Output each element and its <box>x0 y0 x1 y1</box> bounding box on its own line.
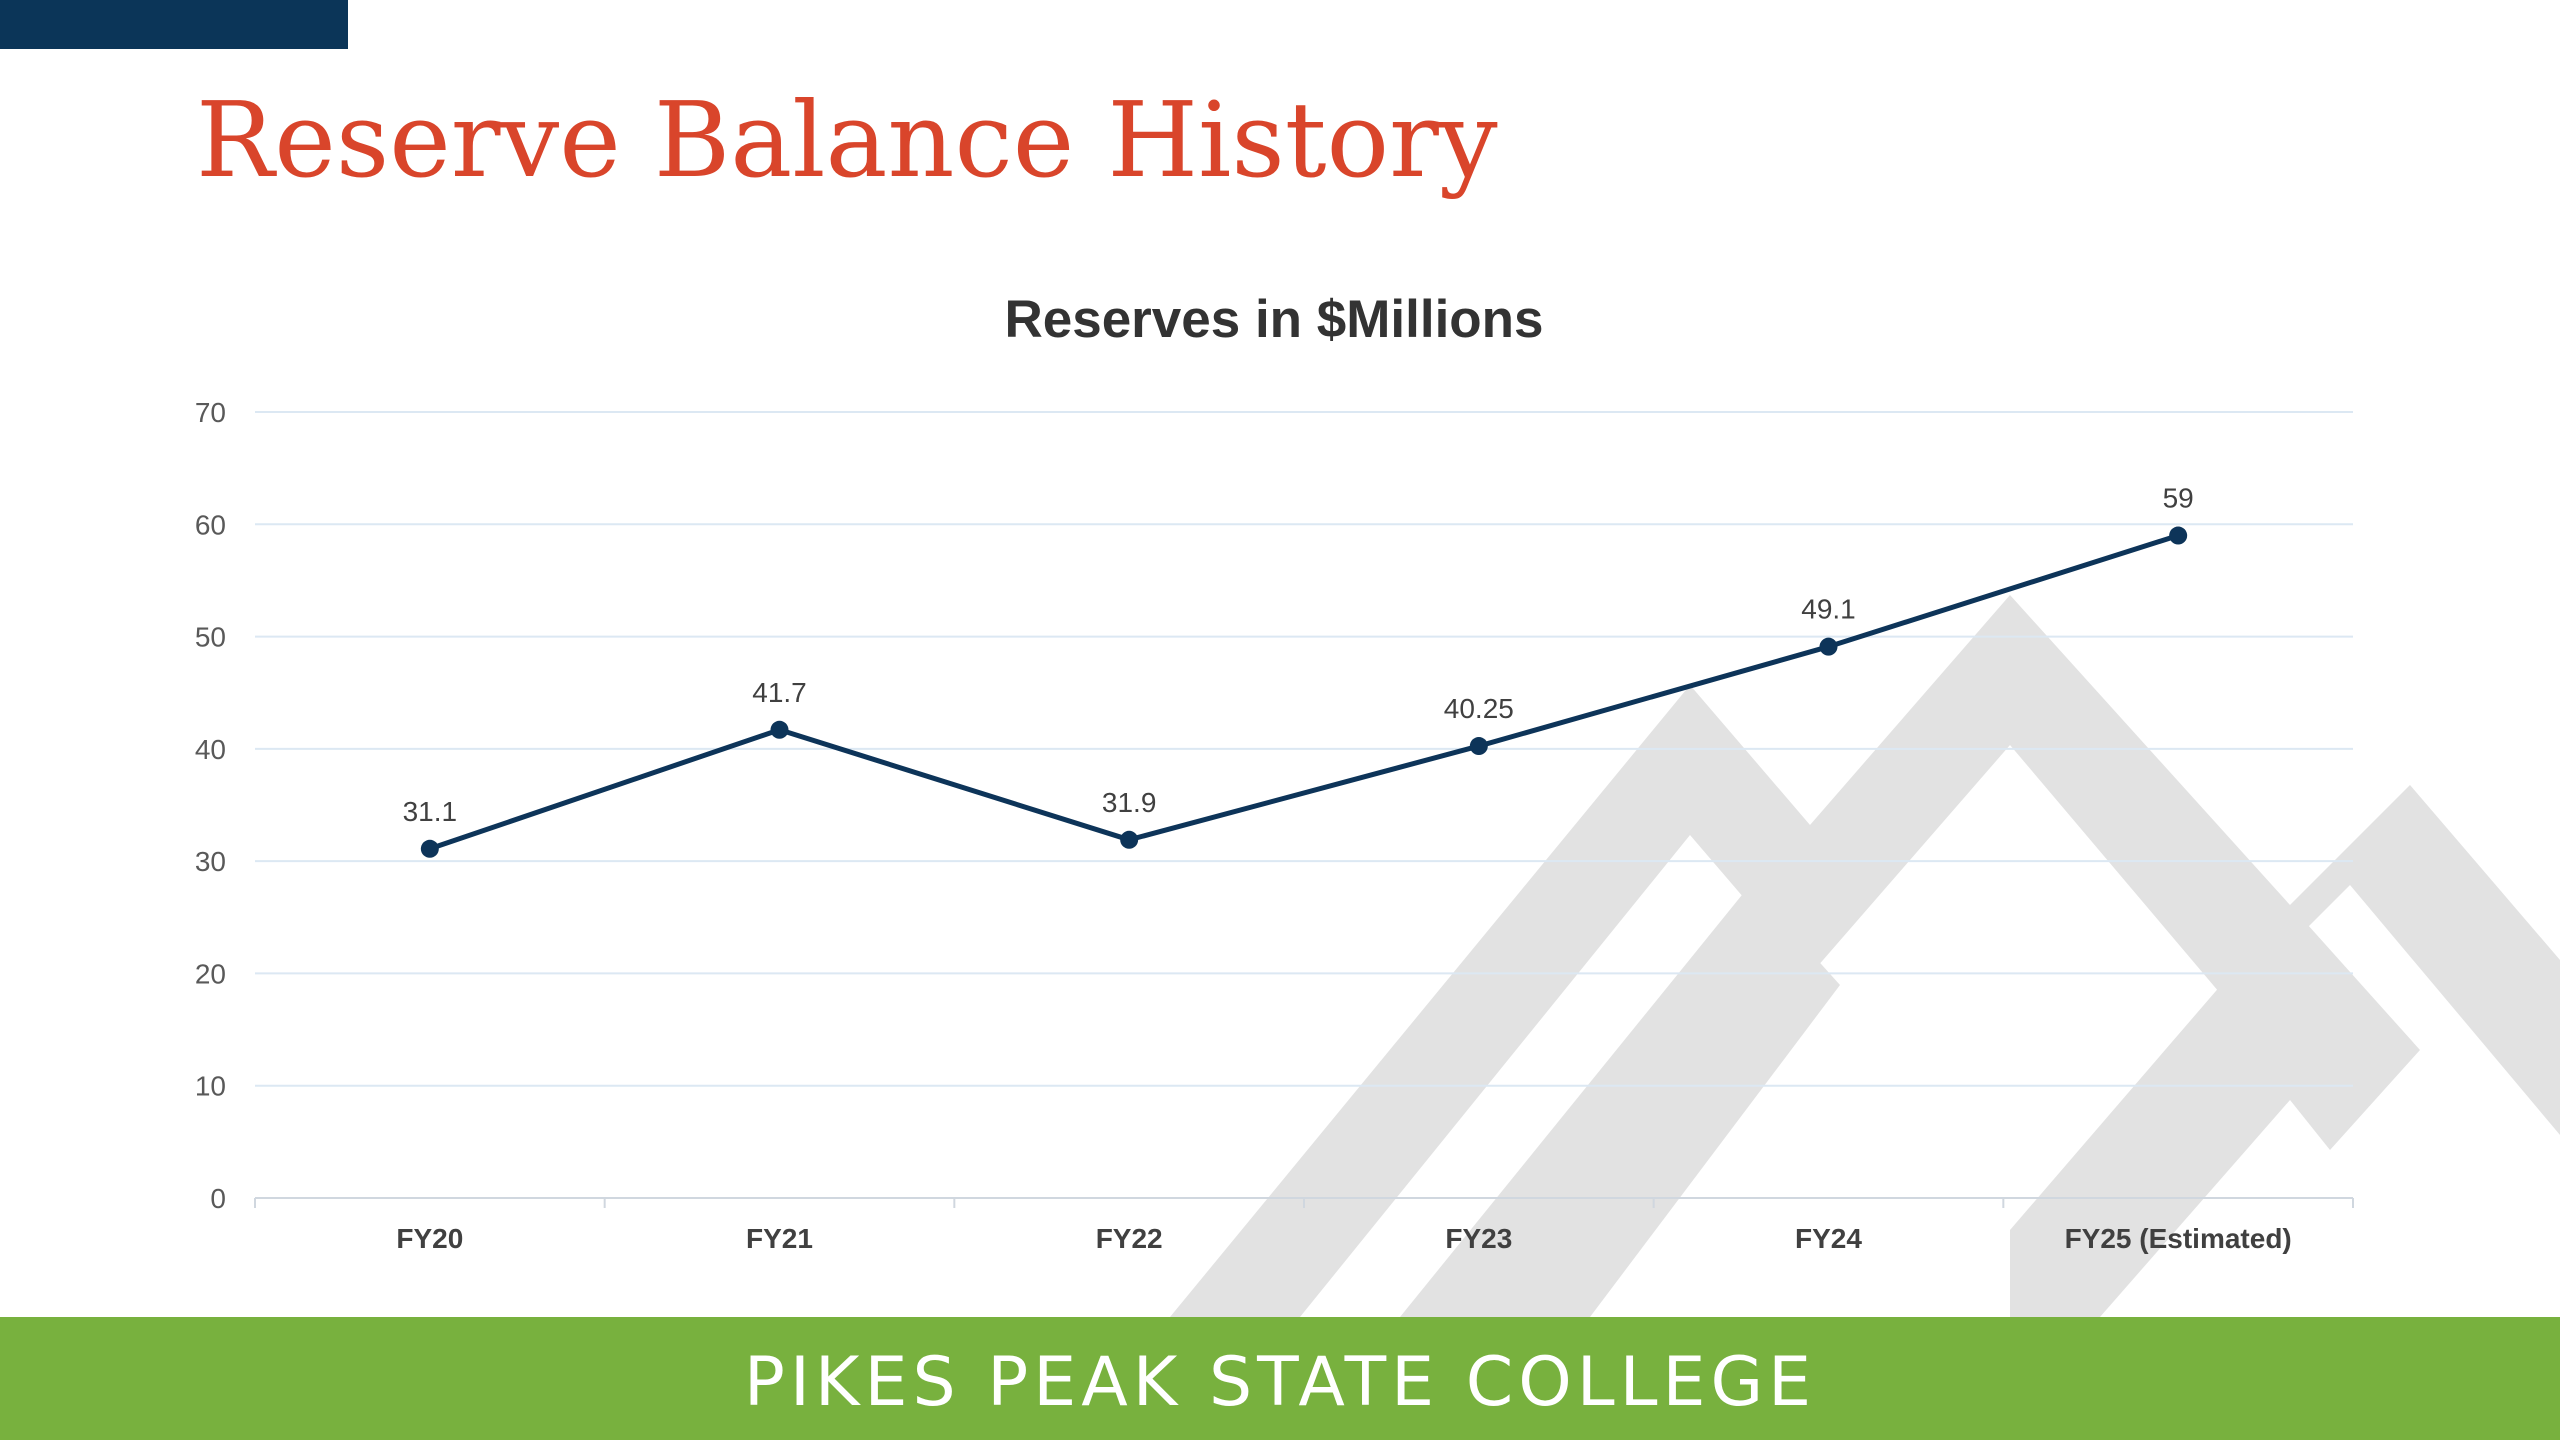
y-tick-label: 60 <box>195 509 226 540</box>
series: 31.1 41.7 31.9 40.25 49.1 59 <box>403 483 2194 858</box>
watermark-peak-2 <box>2010 905 2420 1317</box>
data-point <box>420 839 439 858</box>
y-tick-label: 0 <box>210 1183 226 1214</box>
gridlines <box>255 411 2353 1199</box>
chart-title: Reserves in $Millions <box>1004 290 1544 349</box>
slide-title: Reserve Balance History <box>196 79 1498 201</box>
y-tick-label: 10 <box>195 1071 226 1102</box>
top-accent-bar <box>0 0 348 49</box>
college-name: PIKES PEAK STATE COLLEGE <box>743 1343 1817 1422</box>
data-label: 31.9 <box>1102 787 1157 818</box>
x-axis: FY20 FY21 FY22 FY23 FY24 FY25 (Estimated) <box>254 1198 2354 1254</box>
data-point <box>1469 737 1488 756</box>
x-category-label: FY21 <box>746 1223 813 1254</box>
x-category-label: FY22 <box>1096 1223 1163 1254</box>
y-tick-label: 40 <box>195 734 226 765</box>
x-category-label: FY24 <box>1795 1223 1862 1254</box>
footer-banner: PIKES PEAK STATE COLLEGE <box>0 1317 2560 1440</box>
y-tick-label: 70 <box>195 397 226 428</box>
mountain-logo-watermark <box>1170 595 2560 1317</box>
data-point <box>1819 637 1838 656</box>
data-point <box>770 720 789 739</box>
y-axis: 0 10 20 30 40 50 60 70 <box>195 397 226 1214</box>
y-tick-label: 50 <box>195 622 226 653</box>
data-label: 49.1 <box>1801 594 1856 625</box>
data-label: 59 <box>2163 483 2194 514</box>
data-point <box>1120 830 1139 849</box>
data-label: 40.25 <box>1444 693 1514 724</box>
x-category-label: FY23 <box>1445 1223 1512 1254</box>
x-category-label: FY20 <box>396 1223 463 1254</box>
data-label: 31.1 <box>403 796 458 827</box>
x-category-label: FY25 (Estimated) <box>2065 1223 2292 1254</box>
data-label: 41.7 <box>752 677 807 708</box>
y-tick-label: 30 <box>195 846 226 877</box>
watermark-peak-0 <box>1170 595 2560 1317</box>
data-point <box>2169 526 2188 545</box>
watermark-peak-1 <box>1400 885 1840 1317</box>
y-tick-label: 20 <box>195 958 226 989</box>
series-line <box>429 533 2179 852</box>
